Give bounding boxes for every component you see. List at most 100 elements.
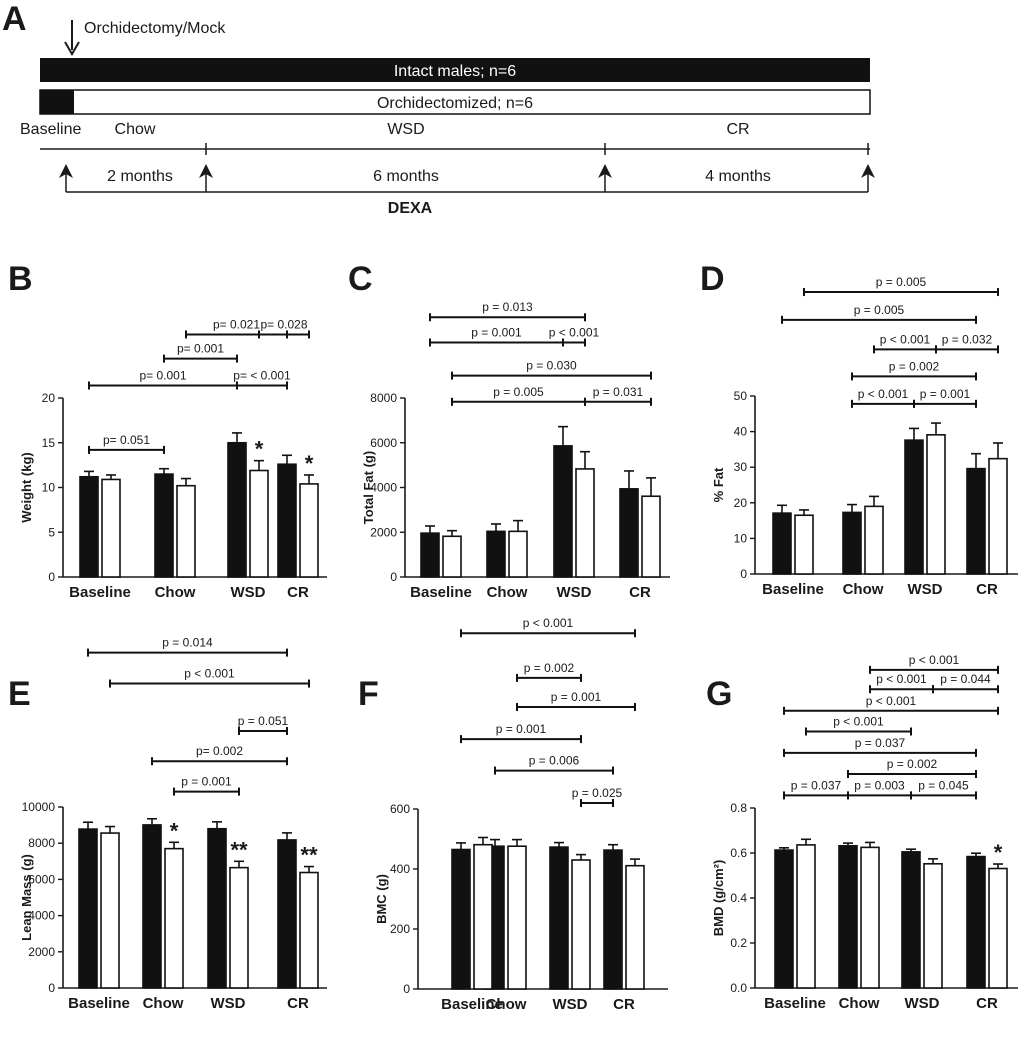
p-value-label: p < 0.001 [909,653,960,667]
phase-label-chow: Chow [115,121,156,138]
bar-intact [966,467,986,575]
bar-orchidectomized [988,867,1008,989]
x-tick-label: Chow [839,995,880,1012]
p-value-label: p = 0.051 [238,714,289,728]
y-axis-label: Weight (kg) [19,452,34,523]
bar-orchidectomized [926,434,946,575]
bar-intact [486,530,506,578]
duration-6-months: 6 months [373,168,439,185]
bar-orchidectomized [641,495,661,578]
bar-orchidectomized [571,859,591,990]
x-tick-label: Baseline [69,584,131,601]
intact-males-bar [40,58,870,82]
significance-star: ** [230,837,248,862]
chart-lean-mass: 0 2000 4000 6000 8000 10000 Lean Mass (g) Basel… [19,636,327,1012]
dexa-label: DEXA [388,200,433,217]
p-value-label: p = 0.002 [887,757,938,771]
bar-orchidectomized [625,864,645,990]
panel-a-timeline: A Orchidectomy/Mock Intact males; n=6 Or… [2,0,875,217]
bar-orchidectomized [923,862,943,989]
bar-orchidectomized [299,871,319,989]
x-tick-label: Chow [486,996,527,1013]
bar-intact [772,512,792,575]
bar-orchidectomized [442,535,462,578]
bar-orchidectomized [860,846,880,989]
bar-orchidectomized [988,457,1008,575]
bar-orchidectomized [176,484,196,578]
p-value-label: p = 0.002 [889,359,940,373]
phase-label-baseline: Baseline [20,121,81,138]
x-tick-label: Chow [143,995,184,1012]
p-value-label: p = 0.037 [855,736,906,750]
panel-letter-g: G [706,675,732,713]
p-value-label: p= 0.001 [177,342,224,356]
bar-orchidectomized [249,469,269,578]
x-tick-label: CR [613,996,635,1013]
x-tick-label: Baseline [441,996,503,1013]
x-tick-label: WSD [553,996,588,1013]
p-value-label: p = 0.006 [529,754,580,768]
x-tick-label: Chow [843,581,884,598]
bar-intact [420,532,440,578]
panel-letter-b: B [8,260,33,298]
p-value-label: p = 0.025 [572,786,623,800]
x-tick-label: CR [287,995,309,1012]
bar-orchidectomized [164,847,184,989]
p-value-label: p = 0.013 [482,300,533,314]
y-tick-label: 10000 [22,800,56,814]
p-value-label: p = 0.003 [854,778,905,792]
p-value-label: p= < 0.001 [233,368,291,382]
x-tick-label: WSD [908,581,943,598]
bar-orchidectomized [101,478,121,578]
x-tick-label: WSD [211,995,246,1012]
y-tick-label: 200 [390,922,410,936]
p-value-label: p = 0.001 [920,387,971,401]
y-tick-label: 0.8 [730,801,747,815]
p-value-label: p = 0.037 [791,778,842,792]
x-tick-label: Baseline [410,584,472,601]
y-tick-label: 4000 [28,909,55,923]
bar-intact [227,441,247,578]
x-tick-label: Baseline [764,995,826,1012]
y-tick-label: 2000 [370,525,397,539]
x-tick-label: Baseline [762,581,824,598]
bar-orchidectomized [299,483,319,578]
significance-star: * [170,818,179,843]
timeline-ticks [205,143,869,155]
y-tick-label: 0 [390,570,397,584]
y-tick-label: 8000 [28,836,55,850]
y-tick-label: 10 [42,481,56,495]
bar-intact [549,846,569,990]
bar-intact [142,824,162,989]
bar-intact [277,839,297,989]
panel-letter-a: A [2,0,27,38]
y-tick-label: 40 [734,425,748,439]
bar-intact [904,439,924,575]
phase-label-wsd: WSD [387,121,424,138]
y-tick-label: 8000 [370,391,397,405]
bar-intact [842,511,862,575]
bar-orchidectomized [229,866,249,989]
y-tick-label: 0.2 [730,936,747,950]
chart-weight: 0 5 10 15 20 Weight (kg) Baseline Chow WSD CR * * p=… [19,317,327,601]
bar-orchidectomized [507,845,527,990]
p-value-label: p = 0.001 [471,326,522,340]
y-tick-label: 50 [734,389,748,403]
p-value-label: p < 0.001 [833,715,884,729]
bar-orchidectomized [575,468,595,578]
bar-intact [207,827,227,989]
x-tick-label: CR [287,584,309,601]
p-value-label: p < 0.001 [880,332,931,346]
p-value-label: p= 0.028 [260,317,307,331]
panel-letter-d: D [700,260,725,298]
y-tick-label: 0.4 [730,891,747,905]
p-value-label: p= 0.002 [196,744,243,758]
bar-intact [619,488,639,578]
significance-star: * [255,437,264,462]
y-tick-label: 30 [734,460,748,474]
orchidectomized-baseline-block [40,90,74,114]
p-value-label: p < 0.001 [549,326,600,340]
p-value-label: p= 0.021 [213,317,260,331]
bar-intact [79,475,99,578]
